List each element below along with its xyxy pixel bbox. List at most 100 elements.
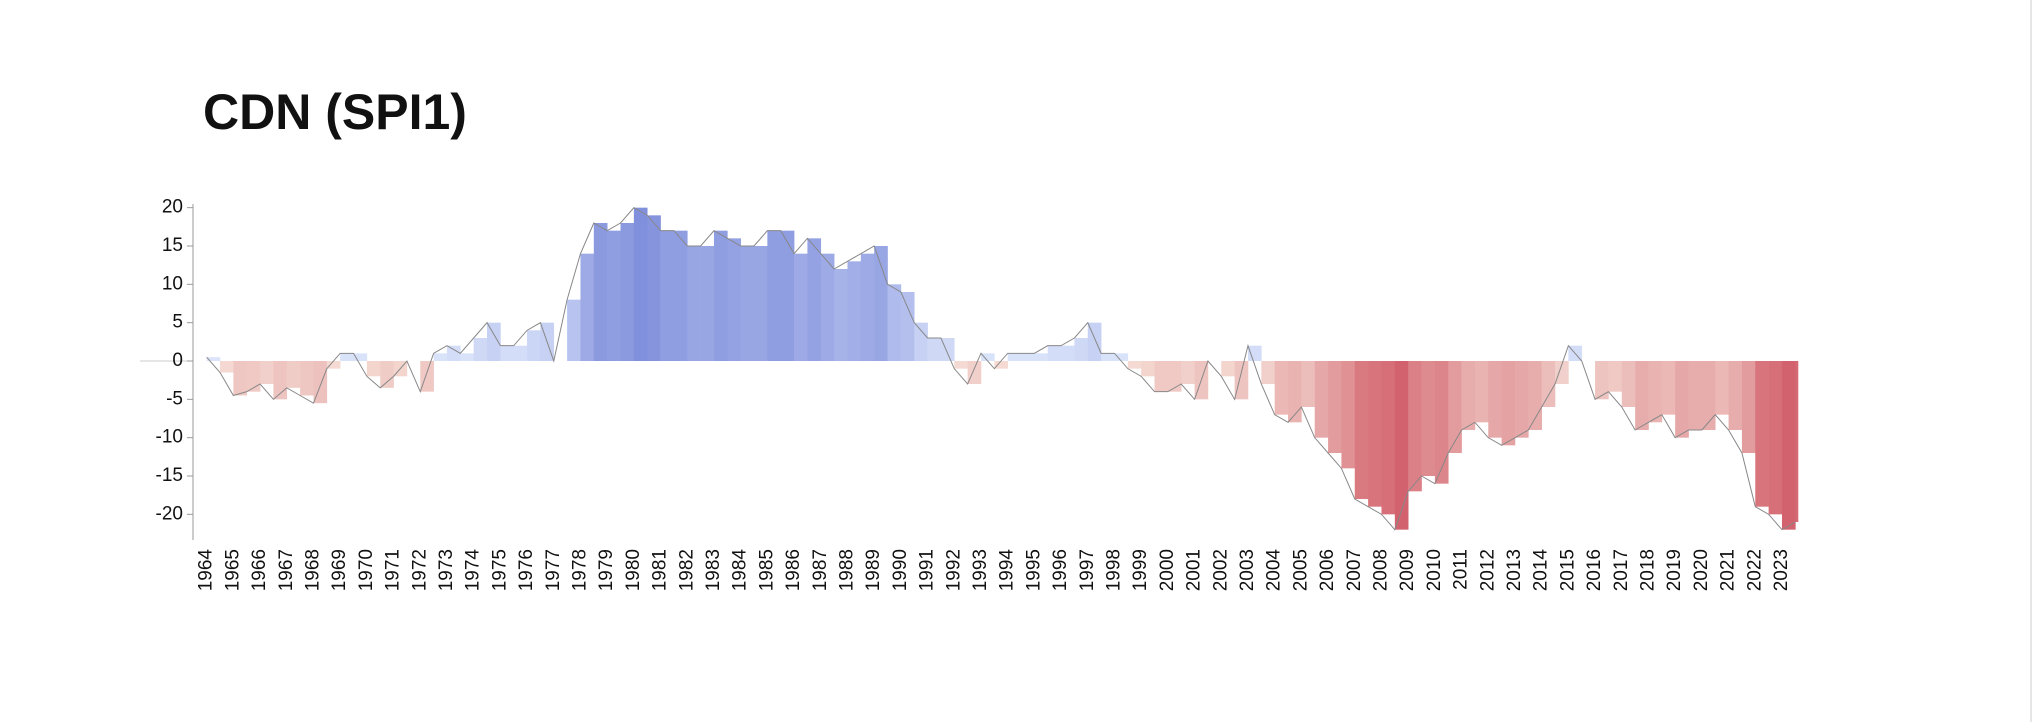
bar <box>1661 361 1676 415</box>
bar <box>754 246 768 361</box>
chart-title: CDN (SPI1) <box>203 84 467 140</box>
x-tick-label: 1976 <box>516 549 537 591</box>
bar <box>487 322 501 361</box>
bar <box>1408 361 1422 492</box>
bar <box>1635 361 1649 430</box>
x-tick-label: 2001 <box>1184 549 1205 591</box>
bar <box>1181 361 1195 384</box>
bar <box>994 361 1008 369</box>
bar <box>794 253 808 361</box>
bar <box>1741 361 1756 453</box>
bar <box>647 215 661 361</box>
y-tick-label: 20 <box>162 197 183 218</box>
x-tick-label: 1992 <box>943 549 964 591</box>
x-tick-label: 1996 <box>1050 549 1071 591</box>
bar <box>940 338 955 361</box>
x-tick-label: 1972 <box>409 549 430 591</box>
x-tick-label: 1968 <box>302 549 323 591</box>
bar <box>1087 322 1102 361</box>
x-tick-label: 2014 <box>1531 549 1552 592</box>
x-tick-label: 2005 <box>1290 549 1311 591</box>
y-tick-label: 10 <box>162 273 183 294</box>
bar <box>273 361 288 400</box>
bar <box>1154 361 1169 392</box>
bar <box>1328 361 1342 453</box>
bar <box>633 207 648 361</box>
bar <box>1394 361 1409 530</box>
bar <box>220 361 234 373</box>
bar <box>807 238 822 361</box>
bar <box>820 253 835 361</box>
bar <box>593 223 608 361</box>
bar <box>366 361 381 377</box>
bar <box>1261 361 1275 384</box>
bar <box>780 230 795 361</box>
outline <box>206 207 1796 531</box>
bar <box>1555 361 1569 384</box>
x-tick-label: 1966 <box>249 549 270 591</box>
x-tick-label: 2022 <box>1744 549 1765 591</box>
x-tick-label: 2010 <box>1424 549 1445 591</box>
bar <box>313 361 328 404</box>
bar <box>1341 361 1356 469</box>
x-tick-label: 1997 <box>1077 549 1098 591</box>
bar <box>1595 361 1609 400</box>
x-tick-label: 1985 <box>756 549 777 591</box>
bar <box>460 353 474 361</box>
bar <box>980 353 995 361</box>
bar <box>1141 361 1155 377</box>
bar <box>260 361 274 384</box>
x-tick-label: 1973 <box>436 549 457 591</box>
x-tick-label: 1984 <box>730 549 751 592</box>
bar <box>874 246 888 361</box>
bar <box>567 299 581 361</box>
bar <box>1234 361 1249 400</box>
x-tick-label: 1988 <box>836 549 857 591</box>
bar <box>1354 361 1369 499</box>
bar <box>340 353 354 361</box>
x-tick-label: 2013 <box>1504 549 1525 591</box>
x-tick-label: 2011 <box>1451 549 1472 590</box>
bar <box>1608 361 1623 392</box>
x-tick-label: 1983 <box>703 549 724 591</box>
bar <box>1488 361 1502 438</box>
bar <box>1368 361 1382 507</box>
x-tick-label: 2002 <box>1210 549 1231 591</box>
bar <box>300 361 314 396</box>
bar <box>1461 361 1476 430</box>
x-tick-label: 2016 <box>1584 549 1605 591</box>
bar <box>1314 361 1329 438</box>
y-tick-label: 0 <box>172 350 183 371</box>
bar <box>1715 361 1729 415</box>
bar <box>927 338 942 361</box>
bar <box>380 361 394 388</box>
bar <box>1221 361 1235 377</box>
x-tick-label: 2012 <box>1477 549 1498 591</box>
x-tick-label: 1975 <box>489 549 510 591</box>
x-tick-label: 1995 <box>1023 549 1044 591</box>
bar <box>1501 361 1516 446</box>
bar <box>1274 361 1289 415</box>
bar <box>326 361 341 369</box>
bar <box>767 230 782 361</box>
y-tick-label: -15 <box>156 465 183 486</box>
x-tick-label: 1967 <box>276 549 297 591</box>
bar <box>1114 353 1129 361</box>
bar <box>1474 361 1489 423</box>
x-tick-label: 1982 <box>676 549 697 591</box>
x-tick-label: 1998 <box>1103 549 1124 591</box>
bar <box>1047 345 1062 361</box>
bar <box>353 353 368 361</box>
bar <box>607 230 621 361</box>
bar <box>1061 345 1075 361</box>
x-tick-label: 2007 <box>1344 549 1365 591</box>
x-tick-label: 1994 <box>997 549 1018 592</box>
bar <box>233 361 248 396</box>
bar <box>1448 361 1462 453</box>
x-tick-label: 1978 <box>569 549 590 591</box>
bar <box>473 338 488 361</box>
bar <box>1541 361 1556 407</box>
bar <box>580 253 595 361</box>
bar <box>1701 361 1716 430</box>
bar <box>1381 361 1396 515</box>
